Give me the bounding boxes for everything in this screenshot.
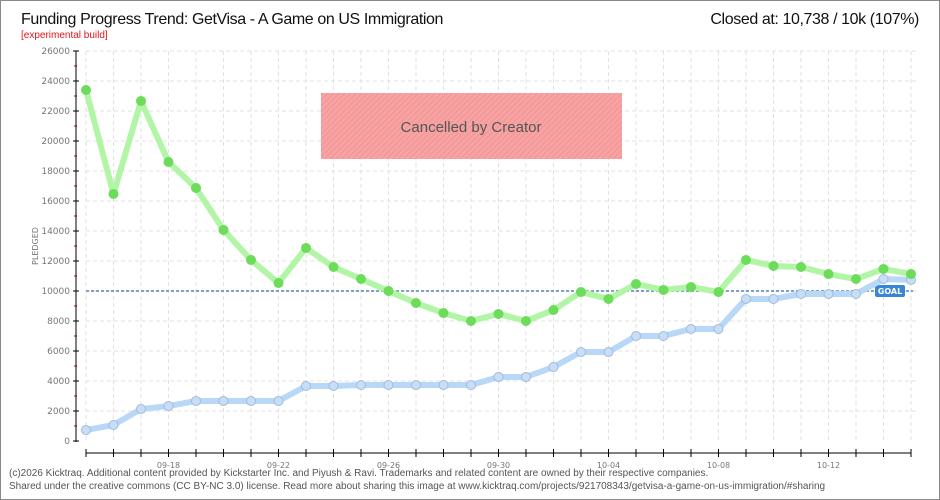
trend-data-point <box>163 157 174 167</box>
trend-data-point <box>191 182 201 193</box>
pledged-data-point <box>741 293 751 304</box>
y-tick-label: 16000 <box>41 197 70 207</box>
pledged-data-point <box>163 401 174 412</box>
trend-data-point <box>796 262 806 272</box>
y-tick-label: 4000 <box>47 377 70 387</box>
goal-badge <box>875 285 905 297</box>
pledged-data-point <box>768 293 779 304</box>
cancelled-label: Cancelled by Creator <box>401 119 542 136</box>
trend-data-point <box>521 316 531 326</box>
experimental-build-label: [experimental build] <box>21 30 108 41</box>
trend-data-point <box>906 269 916 280</box>
pledged-data-point <box>851 289 861 299</box>
y-tick-label: 0 <box>64 437 70 447</box>
pledged-data-point <box>631 331 641 341</box>
y-tick-label: 18000 <box>41 167 70 177</box>
x-tick-label: 09-30 <box>487 461 510 470</box>
trend-data-point <box>823 269 834 280</box>
copyright-text: (c)2026 Kicktraq. Additional content pro… <box>9 468 709 479</box>
pledged-data-point <box>493 371 504 382</box>
pledged-data-point <box>878 274 889 284</box>
pledged-data-point <box>191 395 201 406</box>
pledged-data-point <box>108 419 119 430</box>
y-tick-label: 12000 <box>41 257 70 267</box>
trend-data-point <box>878 263 889 274</box>
trend-data-point <box>218 224 229 235</box>
trend-data-point <box>108 188 119 199</box>
trend-data-point <box>328 262 339 272</box>
trend-data-point <box>686 281 696 292</box>
license-text: Shared under the creative commons (CC BY… <box>9 481 826 492</box>
pledged-data-point <box>328 380 339 391</box>
trend-data-point <box>383 286 394 296</box>
y-tick-label: 14000 <box>41 227 70 237</box>
trend-data-point <box>81 85 91 95</box>
x-tick-label: 10-12 <box>817 461 840 470</box>
pledged-data-point <box>521 371 531 382</box>
pledged-data-point <box>603 347 614 358</box>
cancelled-annotation: Cancelled by Creator <box>321 93 622 159</box>
trend-data-point <box>301 242 311 253</box>
y-tick-label: 26000 <box>41 47 70 57</box>
pledged-data-point <box>576 347 586 358</box>
pledged-data-point <box>246 395 256 406</box>
trend-data-point <box>273 278 284 289</box>
trend-data-point <box>768 260 779 271</box>
y-tick-label: 8000 <box>47 317 70 327</box>
x-tick-label: 10-08 <box>707 461 730 470</box>
pledged-data-point <box>273 395 284 406</box>
y-axis-label: PLEDGED <box>31 227 40 265</box>
trend-data-point <box>576 287 586 298</box>
pledged-data-point <box>438 380 449 391</box>
x-tick-label: 09-22 <box>267 461 290 470</box>
pledged-data-point <box>136 404 146 415</box>
trend-data-point <box>603 293 614 304</box>
pledged-data-point <box>356 380 366 391</box>
y-tick-label: 6000 <box>47 347 70 357</box>
pledged-data-point <box>466 380 476 391</box>
y-tick-label: 2000 <box>47 407 70 417</box>
pledged-data-point <box>218 395 229 406</box>
trend-data-point <box>466 316 476 326</box>
trend-data-point <box>136 95 146 106</box>
pledged-data-point <box>658 331 669 341</box>
pledged-data-point <box>548 362 559 373</box>
trend-data-point <box>548 305 559 316</box>
footer: (c)2026 Kicktraq. Additional content pro… <box>9 467 825 493</box>
trend-data-point <box>438 308 449 319</box>
chart-title: Funding Progress Trend: GetVisa - A Game… <box>21 11 444 28</box>
goal-label: GOAL <box>878 287 902 296</box>
trend-data-point <box>713 287 724 298</box>
x-tick-label: 09-26 <box>377 461 400 470</box>
pledged-data-point <box>713 323 724 334</box>
y-tick-label: 20000 <box>41 137 70 147</box>
trend-data-point <box>356 274 366 284</box>
closed-at-summary: Closed at: 10,738 / 10k (107%) <box>710 11 919 28</box>
trend-data-point <box>851 274 861 284</box>
trend-data-point <box>741 254 751 265</box>
pledged-data-point <box>81 425 91 436</box>
pledged-data-point <box>686 323 696 334</box>
trend-data-point <box>246 254 256 265</box>
trend-data-point <box>631 278 641 289</box>
pledged-data-point <box>383 380 394 391</box>
y-tick-label: 22000 <box>41 107 70 117</box>
pledged-data-point <box>823 289 834 299</box>
x-tick-label: 10-04 <box>597 461 620 470</box>
pledged-data-point <box>796 289 806 299</box>
x-tick-label: 09-18 <box>157 461 180 470</box>
trend-data-point <box>411 298 421 308</box>
y-tick-label: 24000 <box>41 77 70 87</box>
y-tick-label: 10000 <box>41 287 70 297</box>
pledged-data-point <box>411 380 421 391</box>
pledged-data-point <box>301 380 311 391</box>
trend-data-point <box>658 284 669 295</box>
trend-data-point <box>493 308 504 319</box>
